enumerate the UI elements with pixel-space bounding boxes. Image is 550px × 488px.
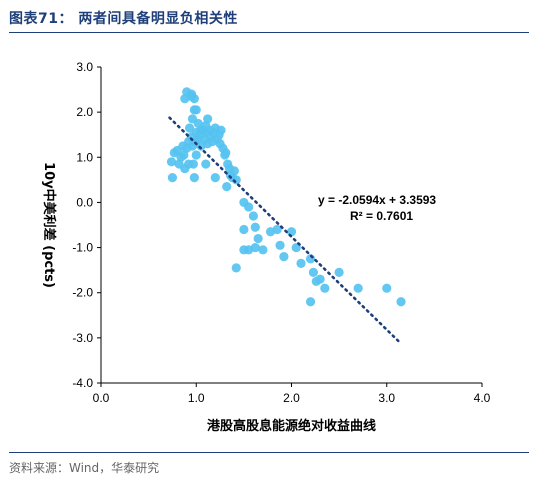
- data-point: [231, 263, 241, 273]
- x-tick-label: 1.0: [188, 391, 205, 405]
- data-point: [221, 148, 231, 158]
- x-tick-label: 0.0: [93, 391, 110, 405]
- y-tick-label: 2.0: [76, 105, 93, 119]
- data-point: [244, 202, 254, 212]
- data-point: [253, 233, 263, 244]
- data-point: [353, 283, 363, 293]
- y-tick-label: -3.0: [72, 331, 93, 345]
- chart-points: [166, 87, 406, 307]
- data-point: [191, 105, 201, 115]
- x-axis-title: 港股高股息能源绝对收益曲线: [207, 418, 376, 434]
- source-note: 资料来源：Wind，华泰研究: [9, 461, 160, 475]
- data-point: [334, 267, 344, 277]
- data-point: [191, 150, 201, 160]
- x-tick-label: 3.0: [378, 391, 395, 405]
- trendline: [168, 116, 403, 345]
- data-point: [167, 173, 178, 183]
- chart-labels: 3.02.01.00.0-1.0-2.0-3.0-4.00.0 1.0 2.0 3.0…: [41, 60, 491, 434]
- x-tick-label: 4.0: [474, 391, 491, 405]
- data-point: [320, 283, 330, 293]
- data-point: [166, 157, 177, 167]
- chart-axes: [97, 66, 483, 387]
- data-point: [396, 297, 406, 307]
- data-point: [296, 258, 306, 268]
- data-point: [250, 242, 260, 253]
- data-point: [222, 182, 232, 192]
- figure-header: 图表71： 两者间具备明显负相关性: [9, 6, 529, 33]
- data-point: [258, 245, 268, 255]
- figure-footer: 资料来源：Wind，华泰研究: [9, 452, 529, 479]
- data-point: [250, 222, 260, 232]
- data-point: [279, 252, 289, 262]
- chart-trendline: [168, 116, 403, 345]
- data-point: [210, 173, 220, 183]
- y-tick-label: -1.0: [72, 241, 93, 255]
- data-point: [203, 114, 213, 124]
- data-point: [315, 274, 325, 284]
- data-point: [275, 240, 285, 250]
- equation-label: y = -2.0594x + 3.3593: [318, 193, 436, 207]
- y-tick-label: 3.0: [76, 60, 93, 74]
- y-tick-label: 0.0: [76, 195, 93, 209]
- y-tick-label: -2.0: [72, 286, 93, 300]
- data-point: [184, 123, 195, 133]
- data-point: [216, 125, 226, 135]
- x-tick-label: 2.0: [283, 391, 300, 405]
- data-point: [188, 159, 198, 169]
- data-point: [305, 297, 316, 307]
- data-point: [189, 173, 199, 183]
- data-point: [272, 224, 282, 235]
- y-tick-label: -4.0: [72, 376, 93, 390]
- data-point: [201, 159, 211, 169]
- y-tick-label: 1.0: [76, 150, 93, 164]
- data-point: [229, 166, 239, 176]
- data-point: [239, 245, 249, 255]
- r-squared-label: R² = 0.7601: [350, 209, 413, 223]
- figure-title: 图表71： 两者间具备明显负相关性: [9, 11, 238, 27]
- data-point: [248, 211, 258, 221]
- data-point: [308, 267, 319, 277]
- data-point: [382, 283, 392, 293]
- y-axis-title: 10y中美利差 (pcts): [41, 162, 57, 288]
- data-point: [239, 224, 249, 235]
- data-point: [189, 94, 199, 104]
